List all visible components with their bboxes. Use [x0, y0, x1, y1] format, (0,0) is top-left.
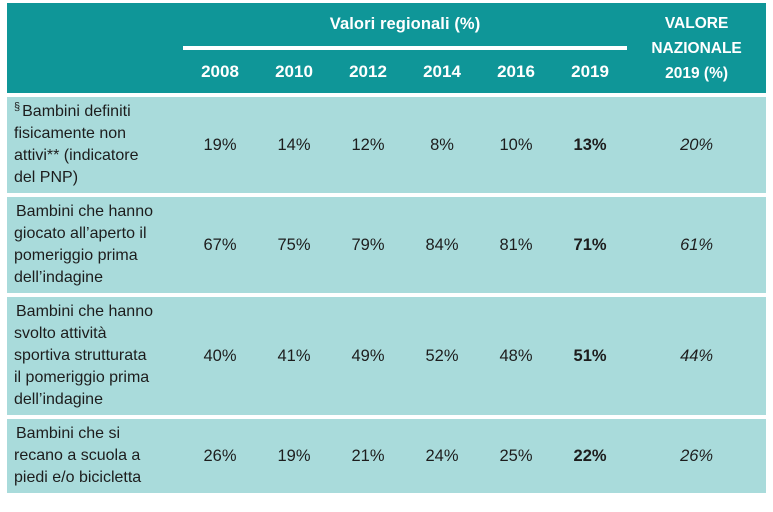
- value-cell: 52%: [405, 293, 479, 415]
- value-cell-2019: 13%: [553, 93, 628, 193]
- table-row: Bambini che hanno giocato all’aperto il …: [7, 193, 767, 293]
- table-row: Bambini che si recano a scuola a piedi e…: [7, 415, 767, 493]
- year-header: 2014: [405, 50, 479, 93]
- value-cell: 24%: [405, 415, 479, 493]
- indicator-label: § Bambini definiti fisicamente non attivi…: [7, 93, 183, 193]
- year-header: 2008: [183, 50, 257, 93]
- value-cell-2019: 71%: [553, 193, 628, 293]
- value-cell: 14%: [257, 93, 331, 193]
- value-cell: 75%: [257, 193, 331, 293]
- table-body: § Bambini definiti fisicamente non attivi…: [7, 93, 767, 493]
- value-cell: 40%: [183, 293, 257, 415]
- national-value-header: VALORE NAZIONALE 2019 (%): [627, 3, 767, 93]
- value-cell: 8%: [405, 93, 479, 193]
- value-cell: 67%: [183, 193, 257, 293]
- value-cell: 21%: [331, 415, 405, 493]
- indicator-label-text: Bambini che hanno svolto attività sporti…: [14, 303, 153, 408]
- national-value-cell: 61%: [627, 193, 767, 293]
- indicator-label: Bambini che hanno giocato all’aperto il …: [7, 193, 183, 293]
- indicator-label-text: Bambini che si recano a scuola a piedi e…: [14, 425, 142, 486]
- year-header: 2019: [553, 50, 628, 93]
- year-header: 2016: [479, 50, 553, 93]
- value-cell: 10%: [479, 93, 553, 193]
- year-header: 2010: [257, 50, 331, 93]
- value-cell: 49%: [331, 293, 405, 415]
- year-header: 2012: [331, 50, 405, 93]
- indicator-label: Bambini che hanno svolto attività sporti…: [7, 293, 183, 415]
- value-cell: 84%: [405, 193, 479, 293]
- regional-group-header: Valori regionali (%): [183, 3, 628, 50]
- value-cell: 41%: [257, 293, 331, 415]
- value-cell: 19%: [183, 93, 257, 193]
- header-row-group: Valori regionali (%) VALORE NAZIONALE 20…: [7, 3, 767, 93]
- table-header: Valori regionali (%) VALORE NAZIONALE 20…: [7, 3, 767, 93]
- indicators-table-container: Valori regionali (%) VALORE NAZIONALE 20…: [7, 3, 767, 493]
- value-cell: 12%: [331, 93, 405, 193]
- indicator-label-text: Bambini che hanno giocato all’aperto il …: [14, 203, 153, 286]
- value-cell: 48%: [479, 293, 553, 415]
- footnote-marker: §: [14, 100, 21, 113]
- corner-cell: [7, 3, 183, 93]
- value-cell-2019: 22%: [553, 415, 628, 493]
- value-cell: 25%: [479, 415, 553, 493]
- indicators-table: Valori regionali (%) VALORE NAZIONALE 20…: [7, 3, 767, 493]
- indicator-label: Bambini che si recano a scuola a piedi e…: [7, 415, 183, 493]
- value-cell: 19%: [257, 415, 331, 493]
- value-cell: 79%: [331, 193, 405, 293]
- value-cell-2019: 51%: [553, 293, 628, 415]
- value-cell: 81%: [479, 193, 553, 293]
- national-value-cell: 20%: [627, 93, 767, 193]
- table-row: § Bambini definiti fisicamente non attivi…: [7, 93, 767, 193]
- header-row-years: 2008 2010 2012 2014 2016 2019: [7, 50, 766, 93]
- table-row: Bambini che hanno svolto attività sporti…: [7, 293, 767, 415]
- value-cell: 26%: [183, 415, 257, 493]
- indicator-label-text: Bambini definiti fisicamente non attivi*…: [14, 103, 139, 186]
- national-value-cell: 44%: [627, 293, 767, 415]
- national-value-cell: 26%: [627, 415, 767, 493]
